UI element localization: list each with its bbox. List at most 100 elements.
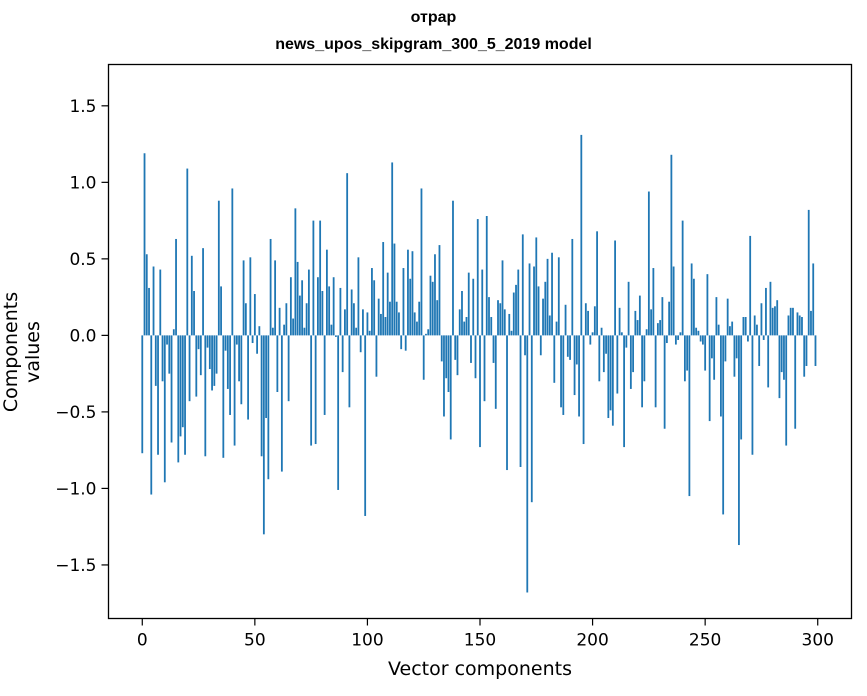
bar-219 <box>634 310 637 336</box>
bar-30 <box>208 335 211 370</box>
bar-9 <box>161 335 164 382</box>
bar-246 <box>695 327 698 336</box>
bar-20 <box>186 168 189 336</box>
bar-182 <box>551 252 553 336</box>
chart-title: отрар <box>410 9 457 26</box>
bar-249 <box>701 335 704 345</box>
bar-109 <box>386 272 389 336</box>
bar-276 <box>762 335 765 340</box>
y-tick-label: −1.0 <box>55 479 96 499</box>
bar-230 <box>659 320 662 336</box>
bar-132 <box>438 245 441 336</box>
bar-122 <box>416 321 418 336</box>
bar-252 <box>708 335 711 422</box>
bar-69 <box>296 261 299 336</box>
bar-265 <box>738 335 740 546</box>
bar-148 <box>474 335 477 379</box>
bar-212 <box>618 307 621 336</box>
x-axis: 0 50 100 150 200 250 300 <box>137 618 834 651</box>
bar-26 <box>199 335 202 376</box>
bar-181 <box>548 315 551 336</box>
bar-222 <box>641 335 644 408</box>
bar-261 <box>729 326 731 336</box>
bar-198 <box>587 310 589 336</box>
bar-259 <box>724 335 727 362</box>
bar-88 <box>339 287 342 336</box>
bar-48 <box>249 257 252 336</box>
bar-237 <box>674 335 677 345</box>
bar-156 <box>492 335 495 363</box>
bar-31 <box>211 335 213 391</box>
bar-285 <box>783 335 785 380</box>
bar-295 <box>805 335 808 366</box>
bar-87 <box>337 335 340 490</box>
bar-118 <box>407 249 409 336</box>
bar-38 <box>226 335 229 389</box>
bar-72 <box>303 327 306 336</box>
bar-47 <box>247 335 249 420</box>
bar-126 <box>425 333 427 336</box>
bar-54 <box>262 335 265 535</box>
bar-289 <box>792 307 794 336</box>
bar-113 <box>395 301 398 336</box>
bar-33 <box>215 335 218 374</box>
bar-238 <box>677 335 680 340</box>
bar-81 <box>323 335 326 415</box>
bar-280 <box>771 307 774 336</box>
bar-40 <box>231 188 234 336</box>
x-tick-label: 250 <box>689 631 721 651</box>
bar-241 <box>683 335 686 382</box>
bar-255 <box>715 297 718 336</box>
bar-262 <box>731 321 734 336</box>
bar-128 <box>429 275 432 336</box>
bar-93 <box>350 289 353 336</box>
bar-44 <box>240 335 243 405</box>
bar-28 <box>204 335 207 457</box>
bar-17 <box>179 335 182 437</box>
bar-108 <box>384 317 387 336</box>
bar-23 <box>193 290 195 336</box>
bar-66 <box>289 277 292 336</box>
bar-91 <box>346 173 349 336</box>
bar-16 <box>177 335 180 463</box>
bar-192 <box>573 335 576 396</box>
bar-149 <box>476 219 479 336</box>
bar-1 <box>143 153 146 336</box>
y-tick-label: 1.5 <box>69 97 96 117</box>
bar-243 <box>688 335 691 497</box>
bar-100 <box>366 312 369 336</box>
bar-171 <box>526 335 529 593</box>
bar-150 <box>479 335 481 448</box>
bar-90 <box>344 309 346 336</box>
bar-193 <box>575 335 578 365</box>
bar-244 <box>690 263 693 336</box>
bar-214 <box>623 335 625 448</box>
bar-294 <box>803 335 806 377</box>
y-tick-label: −0.5 <box>55 403 96 423</box>
bar-74 <box>307 269 310 336</box>
bar-117 <box>404 335 407 351</box>
bar-223 <box>643 335 646 382</box>
bar-32 <box>213 335 216 386</box>
bar-184 <box>555 321 558 336</box>
bar-288 <box>789 307 792 336</box>
bar-146 <box>470 335 472 363</box>
bar-131 <box>436 300 439 336</box>
bar-282 <box>776 300 779 336</box>
bar-155 <box>490 317 493 336</box>
x-tick-label: 200 <box>576 631 608 651</box>
bar-110 <box>389 301 391 336</box>
bar-79 <box>319 220 322 336</box>
bar-14 <box>172 329 175 336</box>
bar-242 <box>686 335 689 371</box>
bar-178 <box>542 298 544 336</box>
bar-284 <box>780 335 783 373</box>
bar-273 <box>756 324 758 336</box>
bar-278 <box>767 335 770 388</box>
bar-202 <box>596 231 598 336</box>
bar-65 <box>287 335 290 402</box>
bar-58 <box>271 327 274 336</box>
bar-206 <box>605 335 607 354</box>
bar-127 <box>427 329 430 336</box>
bar-18 <box>181 335 184 428</box>
